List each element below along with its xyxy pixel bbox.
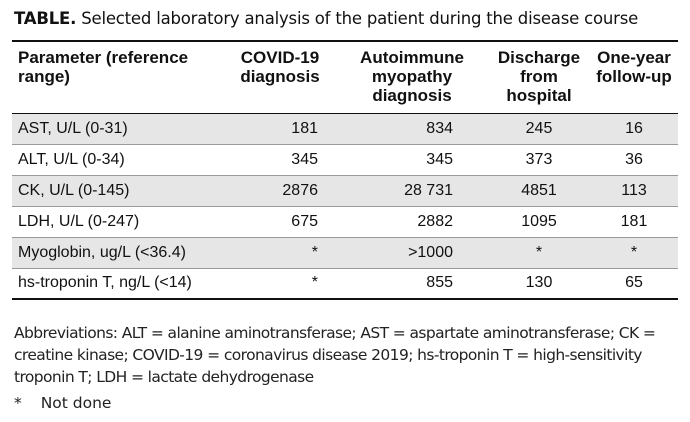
row-parameter: hs-troponin T, ng/L (<14) (12, 268, 224, 300)
cell-autoimmune: >1000 (336, 237, 488, 269)
cell-follow-up: 65 (590, 268, 678, 300)
cell-discharge: 245 (488, 113, 590, 145)
header-row: Parameter (reference range) COVID-19 dia… (12, 40, 678, 114)
header-covid-line: COVID-19 (240, 48, 320, 67)
table-row: Myoglobin, ug/L (<36.4) * >1000 * * (12, 237, 678, 269)
header-autoimmune-diagnosis: Autoimmune myopathy diagnosis (336, 40, 488, 114)
row-parameter: LDH, U/L (0-247) (12, 206, 224, 238)
table-row: ALT, U/L (0-34) 345 345 373 36 (12, 144, 678, 176)
cell-covid: 345 (224, 144, 336, 176)
table-row: AST, U/L (0-31) 181 834 245 16 (12, 113, 678, 145)
cell-follow-up: 181 (590, 206, 678, 238)
not-done-mark: * (14, 394, 22, 412)
cell-discharge: 130 (488, 268, 590, 300)
header-covid-diagnosis: COVID-19 diagnosis (224, 40, 336, 114)
cell-follow-up: 36 (590, 144, 678, 176)
row-parameter: ALT, U/L (0-34) (12, 144, 224, 176)
cell-discharge: 1095 (488, 206, 590, 238)
lab-results-table: Parameter (reference range) COVID-19 dia… (12, 40, 678, 300)
cell-covid: * (224, 268, 336, 300)
cell-discharge: 373 (488, 144, 590, 176)
header-autoimmune-line: myopathy (371, 67, 453, 86)
header-parameter-line: range) (18, 67, 70, 86)
header-covid-line: diagnosis (240, 67, 320, 86)
row-parameter: AST, U/L (0-31) (12, 113, 224, 145)
not-done-text: Not done (40, 394, 112, 412)
cell-autoimmune: 834 (336, 113, 488, 145)
header-discharge-line: from (520, 67, 558, 86)
header-parameter: Parameter (reference range) (12, 40, 224, 114)
table-row: LDH, U/L (0-247) 675 2882 1095 181 (12, 206, 678, 238)
cell-follow-up: * (590, 237, 678, 269)
cell-covid: 675 (224, 206, 336, 238)
header-parameter-line: Parameter (reference (18, 48, 189, 67)
table-row: CK, U/L (0-145) 2876 28 731 4851 113 (12, 175, 678, 207)
table-caption: TABLE. Selected laboratory analysis of t… (14, 9, 638, 28)
header-discharge-line: Discharge (497, 48, 581, 67)
cell-autoimmune: 345 (336, 144, 488, 176)
cell-discharge: * (488, 237, 590, 269)
header-follow-up-line: One-year (597, 48, 671, 67)
header-discharge-line: hospital (506, 86, 572, 105)
caption-text: Selected laboratory analysis of the pati… (81, 9, 639, 28)
header-follow-up: One-year follow-up (590, 40, 678, 114)
header-discharge: Discharge from hospital (488, 40, 590, 114)
cell-autoimmune: 855 (336, 268, 488, 300)
abbreviations-footnote: Abbreviations: ALT = alanine aminotransf… (14, 324, 656, 386)
cell-discharge: 4851 (488, 175, 590, 207)
row-parameter: Myoglobin, ug/L (<36.4) (12, 237, 224, 269)
cell-follow-up: 113 (590, 175, 678, 207)
header-autoimmune-line: Autoimmune (360, 48, 464, 67)
cell-covid: 181 (224, 113, 336, 145)
not-done-footnote: * Not done (14, 394, 111, 412)
cell-covid: * (224, 237, 336, 269)
cell-autoimmune: 2882 (336, 206, 488, 238)
cell-covid: 2876 (224, 175, 336, 207)
cell-follow-up: 16 (590, 113, 678, 145)
row-parameter: CK, U/L (0-145) (12, 175, 224, 207)
caption-label: TABLE. (14, 9, 77, 28)
cell-autoimmune: 28 731 (336, 175, 488, 207)
table-row: hs-troponin T, ng/L (<14) * 855 130 65 (12, 268, 678, 300)
header-autoimmune-line: diagnosis (372, 86, 452, 105)
header-follow-up-line: follow-up (596, 67, 672, 86)
